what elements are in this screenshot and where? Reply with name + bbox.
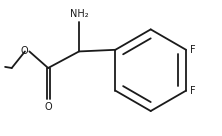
Text: NH₂: NH₂ (70, 9, 88, 19)
Text: O: O (44, 102, 52, 112)
Text: O: O (21, 47, 28, 56)
Text: F: F (190, 45, 196, 55)
Text: F: F (190, 86, 196, 96)
